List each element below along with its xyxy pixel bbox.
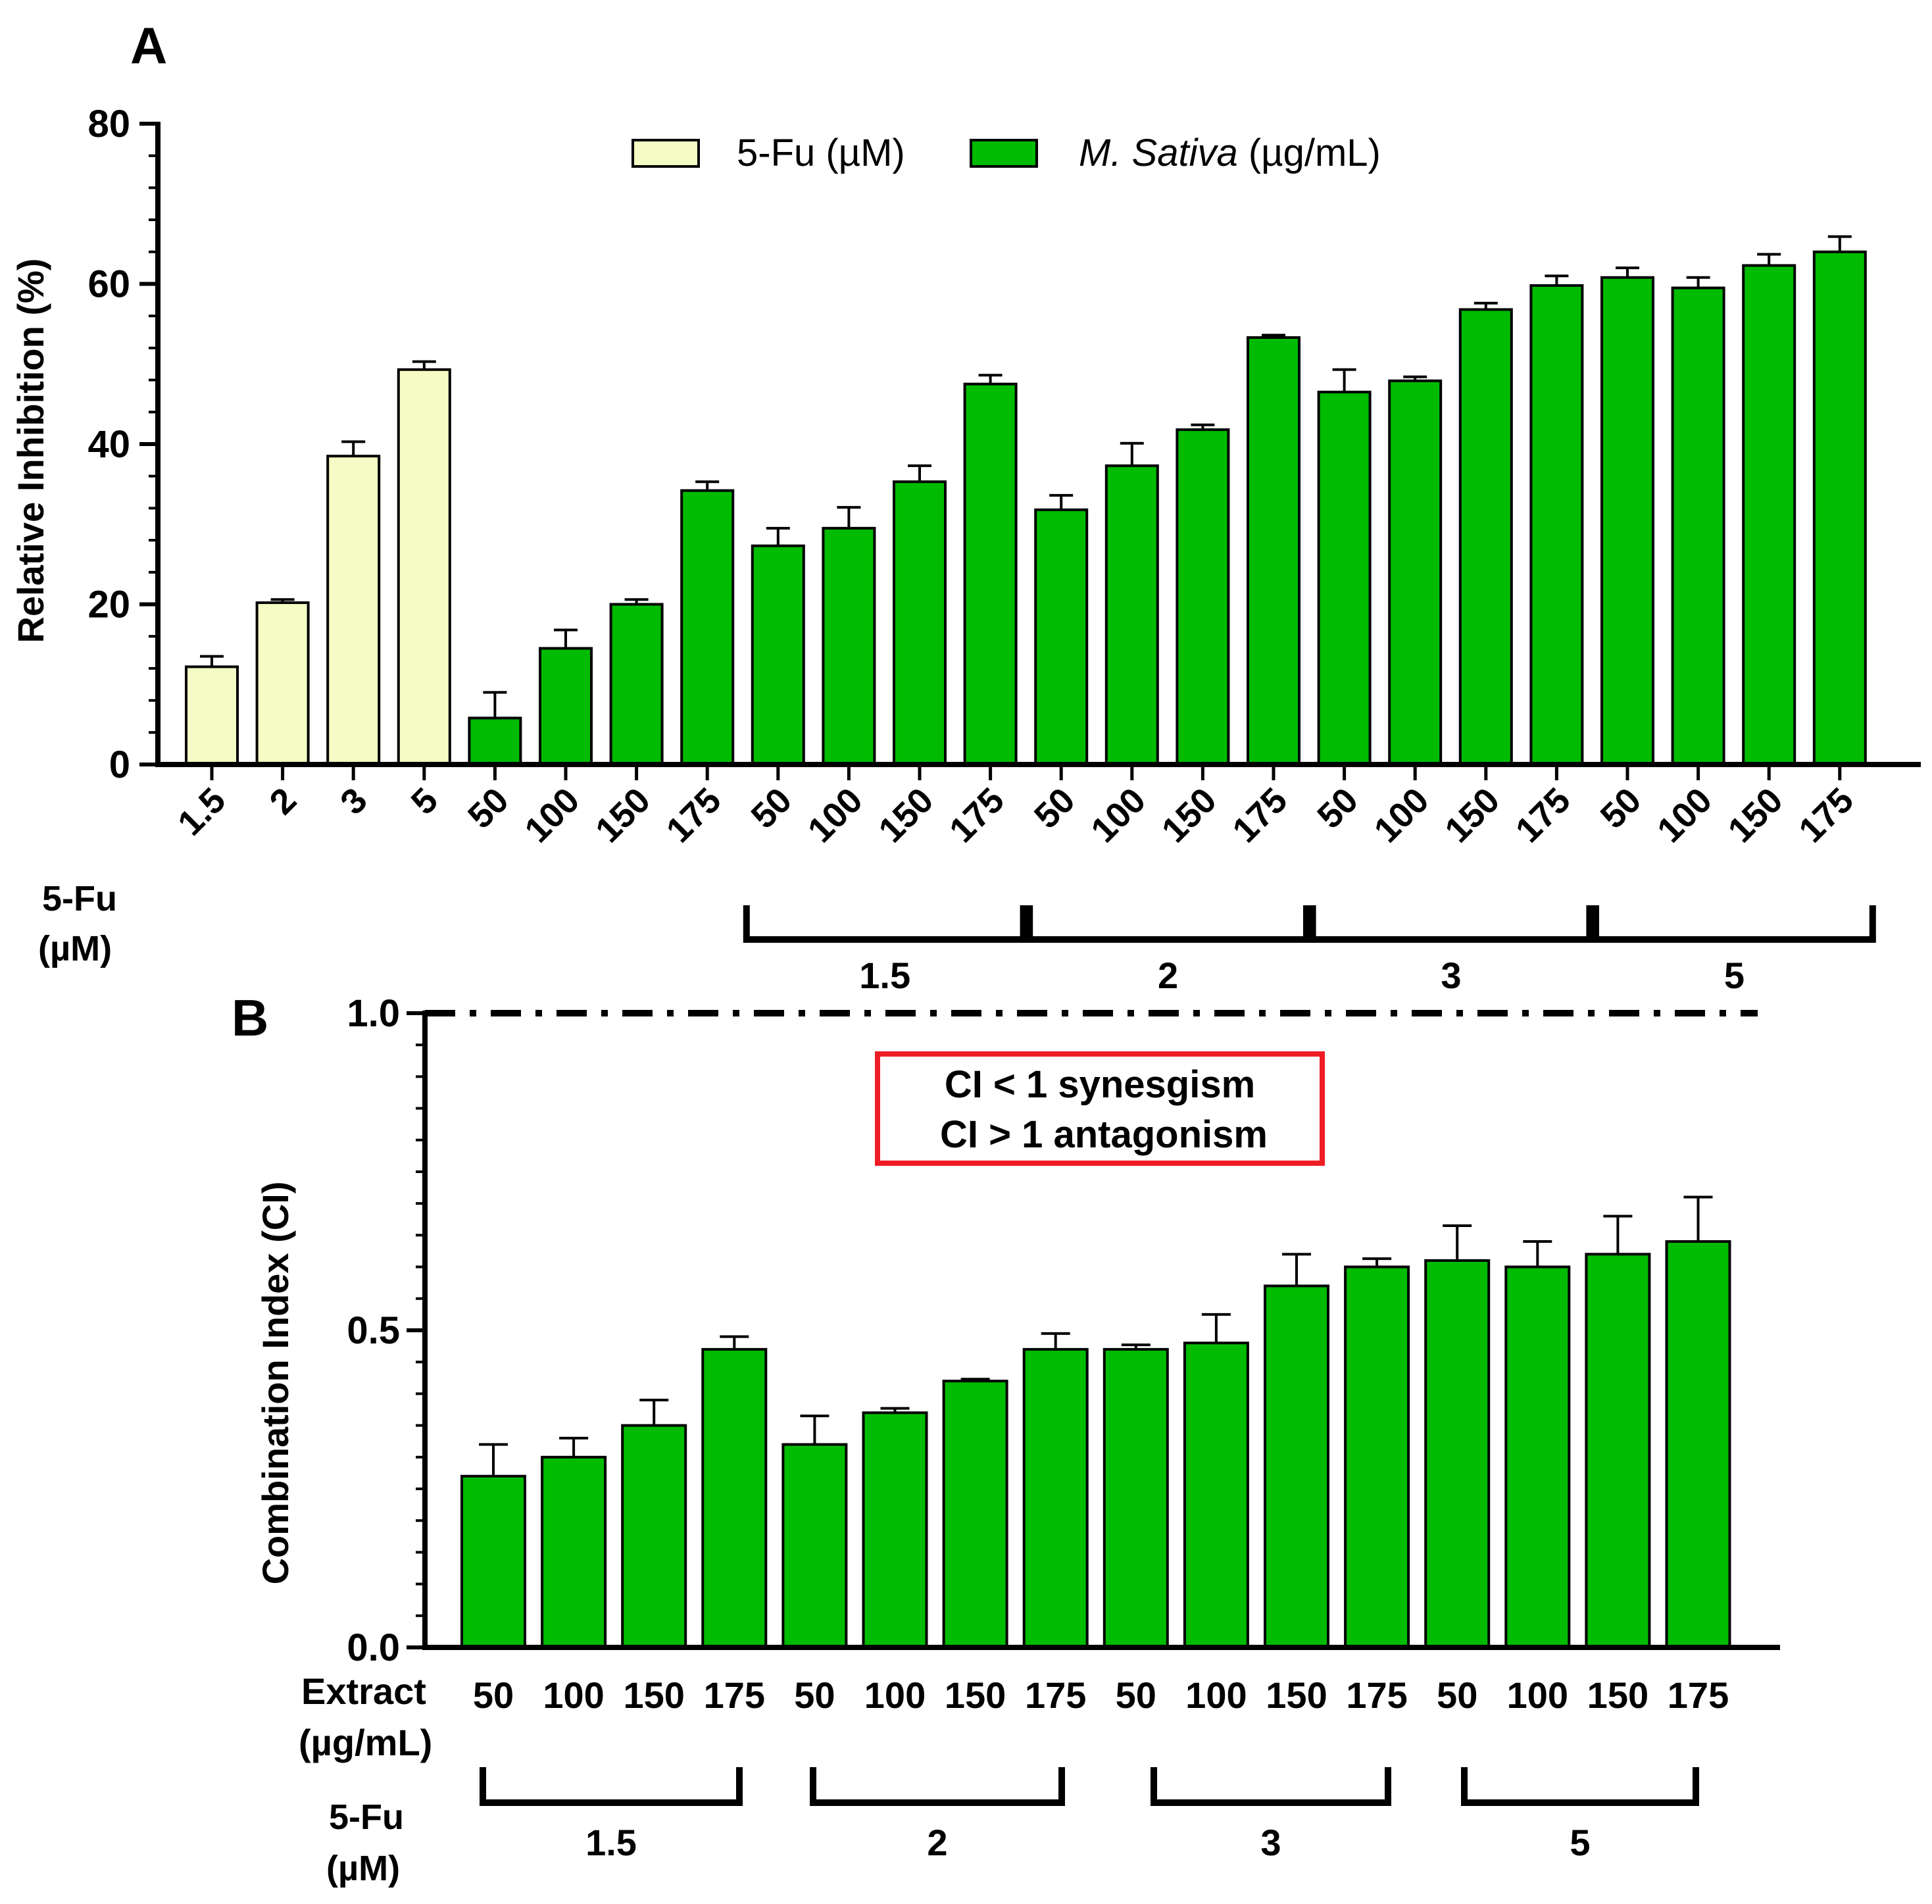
bar [1247,336,1300,766]
group-bracket [1309,905,1593,943]
bar [1504,1265,1571,1649]
legend-swatch-5fu [632,139,700,168]
bar [539,647,593,766]
bar [1742,264,1796,766]
x-tick-label: 50 [473,1674,514,1716]
bar [1388,379,1443,766]
bar [751,544,805,766]
y-tick-label: 80 [87,103,130,145]
x-tick-label: 50 [1437,1674,1477,1716]
bar [397,368,451,766]
bar [1600,276,1654,766]
group-axis-label: (µM) [326,1849,400,1888]
x-axis-label: (µg/mL) [299,1722,432,1763]
bar [680,489,735,766]
x-tick-label: 100 [543,1674,604,1716]
group-bracket [1151,1767,1391,1806]
y-tick-label: 1.0 [347,992,400,1035]
bar [781,1443,848,1649]
x-tick-label: 100 [1507,1674,1568,1716]
group-label: 5 [1724,955,1745,996]
x-tick-label: 100 [864,1674,926,1716]
y-axis-label: Relative Inhibition (%) [10,259,51,643]
panel-b-chart: 0.0 0.5 1.0 Combination Index (CI) CI < 1 sy… [255,992,1780,1888]
bar [1529,284,1584,766]
group-axis-label: 5-Fu [329,1797,404,1837]
annotation-line: CI < 1 synesgism [945,1063,1255,1106]
bar [1104,464,1159,766]
group-bracket [480,1767,743,1806]
group-axis-label: 5-Fu [42,879,117,918]
y-tick-label: 0.0 [347,1626,400,1669]
bar [963,382,1018,766]
x-tick-label: 175 [704,1674,765,1716]
x-tick-label: 50 [794,1674,835,1716]
bar [1671,286,1725,766]
bar [1317,390,1372,766]
x-tick-label: 150 [1266,1674,1327,1716]
annotation-line: CI > 1 antagonism [940,1113,1268,1156]
bar [1183,1341,1249,1649]
x-tick-label: 175 [1025,1674,1086,1716]
bar [942,1380,1008,1649]
bar [1812,250,1867,766]
bar [1022,1347,1089,1649]
bar [1585,1253,1651,1649]
y-axis-label: Combination Index (CI) [255,1182,296,1585]
y-tick-label: 0 [109,743,130,786]
legend-swatch-extract [970,139,1038,168]
group-label: 5 [1570,1822,1590,1863]
bar [701,1347,768,1649]
legend-label-extract: M. Sativa (µg/mL) [1079,132,1381,174]
bar [1176,428,1230,766]
x-tick-label: 175 [1668,1674,1729,1716]
bar [1458,308,1513,766]
x-tick-label: 100 [1185,1674,1247,1716]
y-tick-label: 0.5 [347,1309,400,1352]
bar [185,665,239,766]
group-label: 2 [1158,955,1178,996]
group-bracket [1026,905,1310,943]
x-tick-label: 150 [1587,1674,1648,1716]
bar [1034,508,1089,766]
bar [893,480,947,766]
bar [609,603,664,766]
group-bracket [1593,905,1876,943]
bar [1344,1265,1410,1649]
x-axis-label: Extract [301,1670,426,1712]
group-bracket [743,905,1027,943]
group-axis-label: (µM) [38,929,112,968]
bar [1665,1240,1731,1649]
group-label: 3 [1441,955,1461,996]
group-label: 3 [1260,1822,1281,1863]
bar [255,601,310,766]
y-tick-label: 40 [87,423,130,466]
group-bracket [1461,1767,1699,1806]
x-tick-label: 150 [623,1674,684,1716]
group-bracket [810,1767,1065,1806]
bar [621,1424,687,1649]
annotation-box [875,1051,1325,1166]
group-label: 1.5 [859,955,910,996]
bar [460,1474,526,1649]
bar [1424,1259,1491,1649]
x-tick-label: 150 [945,1674,1006,1716]
x-tick-label: 175 [1346,1674,1407,1716]
bar [1264,1284,1329,1649]
legend-label-5fu: 5-Fu (µM) [737,132,905,174]
y-tick-label: 60 [87,263,130,306]
bar [468,716,522,766]
panel-b-letter: B [232,989,268,1047]
x-tick-label: 50 [1116,1674,1156,1716]
panel-a-letter: A [130,16,167,74]
bar [822,526,876,766]
group-label: 1.5 [585,1822,637,1863]
bar [541,1455,607,1649]
bar [1102,1347,1169,1649]
y-tick-label: 20 [87,584,130,626]
group-label: 2 [927,1822,947,1863]
bar [862,1411,928,1649]
bar [326,455,381,766]
